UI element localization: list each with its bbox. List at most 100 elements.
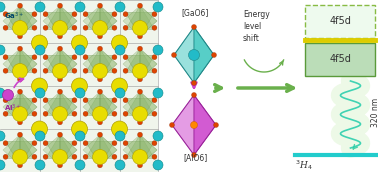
Text: [AlO6]: [AlO6] (183, 153, 207, 162)
Circle shape (12, 20, 28, 35)
Circle shape (75, 2, 85, 12)
Circle shape (115, 160, 125, 170)
Text: Energy
level
shift: Energy level shift (243, 10, 270, 43)
Polygon shape (20, 135, 37, 165)
Polygon shape (174, 27, 194, 83)
Circle shape (35, 131, 45, 141)
Circle shape (57, 3, 62, 8)
Text: $^3$H$_4$: $^3$H$_4$ (295, 158, 313, 172)
Polygon shape (46, 49, 74, 73)
Circle shape (57, 163, 62, 168)
Circle shape (3, 68, 8, 73)
Circle shape (32, 68, 37, 73)
Circle shape (112, 35, 127, 51)
Circle shape (53, 63, 68, 78)
Circle shape (72, 98, 77, 103)
Polygon shape (125, 13, 155, 36)
Polygon shape (83, 6, 100, 36)
Polygon shape (20, 49, 37, 79)
Circle shape (152, 111, 157, 116)
Circle shape (152, 154, 157, 159)
Circle shape (112, 111, 117, 116)
Circle shape (93, 149, 107, 164)
Circle shape (83, 98, 88, 103)
Circle shape (0, 2, 5, 12)
Circle shape (0, 88, 5, 98)
Circle shape (71, 78, 87, 94)
Circle shape (115, 131, 125, 141)
Circle shape (153, 88, 163, 98)
Text: 4f5d: 4f5d (329, 17, 351, 26)
Circle shape (57, 132, 62, 137)
Polygon shape (85, 6, 115, 30)
Polygon shape (43, 92, 60, 122)
Polygon shape (85, 49, 115, 73)
Circle shape (43, 154, 48, 159)
Circle shape (12, 149, 28, 164)
Circle shape (112, 154, 117, 159)
Polygon shape (60, 92, 77, 122)
Text: 4f5d: 4f5d (329, 55, 351, 64)
Circle shape (123, 141, 128, 146)
Circle shape (192, 153, 197, 158)
Circle shape (72, 25, 77, 30)
Circle shape (31, 121, 48, 137)
Circle shape (153, 45, 163, 55)
FancyArrowPatch shape (14, 78, 23, 87)
Circle shape (43, 12, 48, 17)
Circle shape (43, 68, 48, 73)
Circle shape (112, 25, 117, 30)
Polygon shape (123, 92, 140, 122)
Circle shape (123, 12, 128, 17)
Polygon shape (20, 6, 37, 36)
Circle shape (12, 63, 28, 78)
Polygon shape (3, 6, 20, 36)
Circle shape (112, 98, 117, 103)
Circle shape (43, 111, 48, 116)
Circle shape (12, 106, 28, 121)
Circle shape (3, 141, 8, 146)
Circle shape (3, 98, 8, 103)
Polygon shape (3, 49, 20, 79)
Circle shape (0, 131, 5, 141)
Text: [GaO6]: [GaO6] (181, 8, 209, 17)
Polygon shape (140, 135, 157, 165)
Circle shape (98, 163, 102, 168)
Circle shape (17, 3, 23, 8)
Polygon shape (60, 135, 77, 165)
Polygon shape (125, 135, 155, 159)
Polygon shape (125, 142, 155, 165)
Circle shape (57, 34, 62, 39)
Circle shape (123, 68, 128, 73)
Polygon shape (85, 13, 115, 36)
Circle shape (169, 122, 175, 127)
Polygon shape (60, 49, 77, 79)
Text: $^1$S$_0$: $^1$S$_0$ (377, 33, 378, 47)
Polygon shape (46, 6, 74, 30)
Circle shape (138, 120, 143, 125)
Polygon shape (46, 135, 74, 159)
Circle shape (152, 25, 157, 30)
Circle shape (112, 141, 117, 146)
Circle shape (133, 149, 147, 164)
Polygon shape (140, 49, 157, 79)
Circle shape (214, 122, 218, 127)
Circle shape (57, 77, 62, 82)
Circle shape (3, 12, 8, 17)
Circle shape (133, 20, 147, 35)
Polygon shape (3, 92, 20, 122)
Circle shape (112, 78, 127, 94)
Circle shape (71, 121, 87, 137)
Circle shape (112, 68, 117, 73)
Circle shape (192, 93, 197, 98)
Circle shape (123, 98, 128, 103)
Polygon shape (6, 99, 34, 122)
Circle shape (93, 106, 107, 121)
Circle shape (138, 89, 143, 94)
Polygon shape (20, 92, 37, 122)
Circle shape (35, 88, 45, 98)
Polygon shape (6, 49, 34, 73)
Polygon shape (46, 99, 74, 122)
Circle shape (98, 77, 102, 82)
Circle shape (83, 25, 88, 30)
